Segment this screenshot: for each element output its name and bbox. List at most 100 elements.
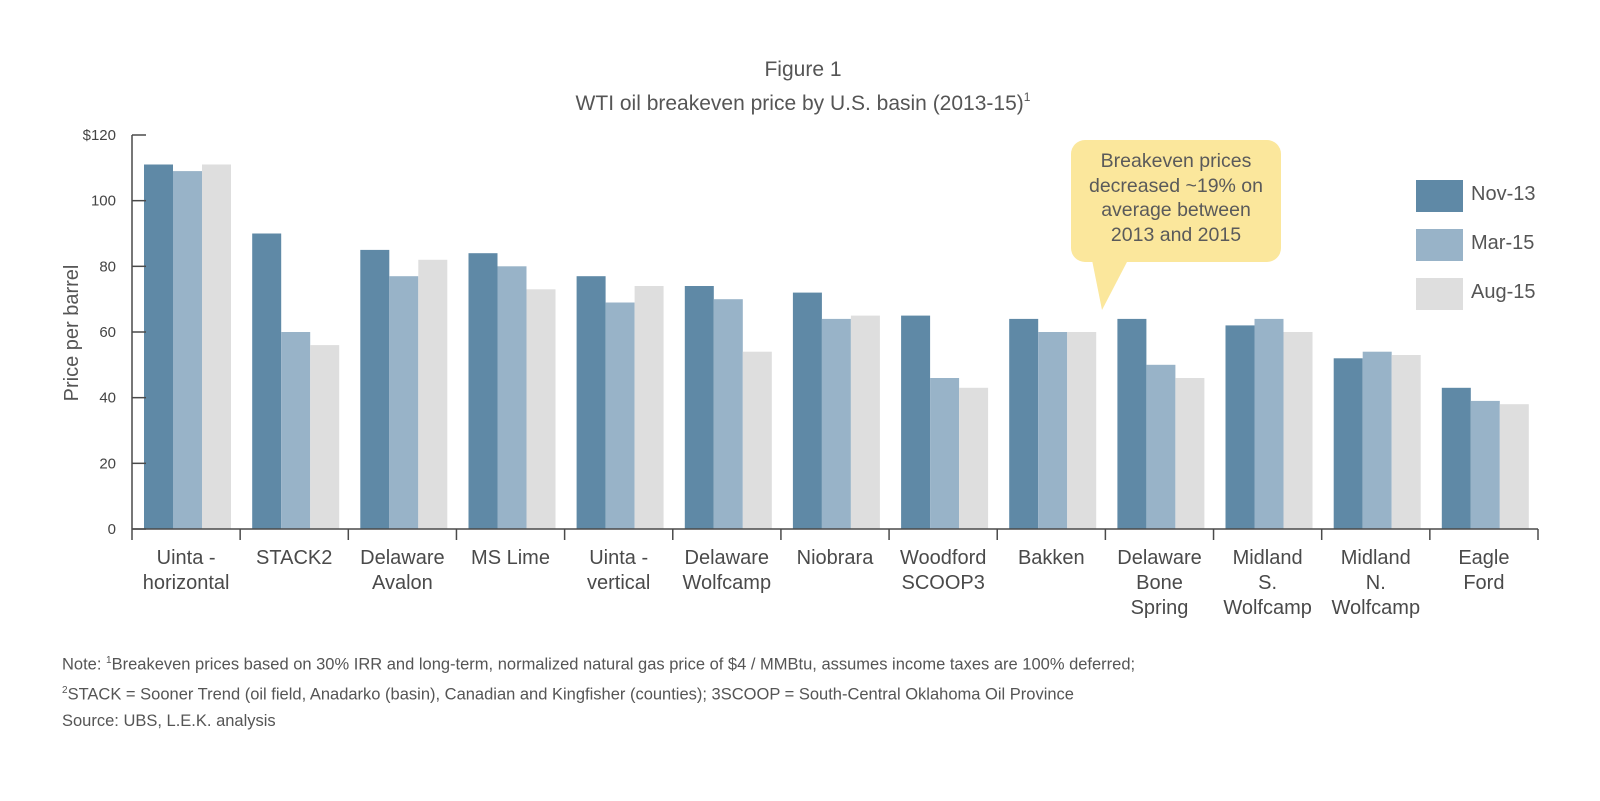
- bar-mar-15: [173, 171, 202, 529]
- chart-title: Figure 1: [764, 58, 841, 81]
- bar-mar-15: [605, 302, 635, 529]
- x-tick-label-line: Woodford: [900, 547, 986, 569]
- y-tick-label: 40: [99, 390, 116, 407]
- x-tick-label-line: Avalon: [372, 572, 433, 594]
- bar-mar-15: [497, 266, 527, 529]
- bar-aug-15: [310, 345, 340, 529]
- bar-aug-15: [1391, 355, 1421, 529]
- x-tick-label: Eagle Ford: [1458, 547, 1509, 594]
- bar-aug-15: [1067, 332, 1097, 529]
- x-tick-label-line: Delaware: [685, 547, 769, 569]
- bar-aug-15: [418, 259, 448, 529]
- bar-aug-15: [202, 164, 231, 529]
- bar-aug-15: [742, 351, 772, 529]
- annotation-text: Breakeven prices decreased ~19% on avera…: [1071, 149, 1281, 247]
- legend-label: Mar-15: [1471, 232, 1535, 254]
- legend-label: Aug-15: [1471, 281, 1536, 303]
- bar-nov-13: [901, 315, 931, 529]
- note-line-1: Note: 1Breakeven prices based on 30% IRR…: [62, 648, 1135, 678]
- bar-mar-15: [281, 332, 311, 529]
- bar-nov-13: [252, 233, 282, 529]
- annotation-line: average between: [1101, 199, 1251, 221]
- x-tick-label-line: Uinta -: [589, 547, 648, 569]
- bar-nov-13: [1009, 318, 1039, 529]
- note-superscript: 2: [62, 685, 68, 696]
- x-tick-label-line: MS Lime: [471, 547, 550, 569]
- x-tick-label: STACK2: [256, 547, 332, 569]
- x-tick-label-line: Uinta -: [157, 547, 216, 569]
- legend-swatch: [1416, 278, 1463, 310]
- annotation-line: decreased ~19% on: [1088, 174, 1263, 197]
- x-tick-label-line: Bakken: [1018, 547, 1085, 569]
- x-tick-label-line: Bone: [1136, 572, 1183, 594]
- bar-nov-13: [684, 286, 714, 529]
- x-tick-label: Uinta - vertical: [587, 547, 650, 594]
- bar-nov-13: [360, 249, 390, 529]
- x-tick-label: Bakken: [1018, 547, 1085, 569]
- bar-nov-13: [1117, 318, 1147, 529]
- x-tick-label-line: Ford: [1463, 572, 1504, 594]
- bar-mar-15: [1254, 318, 1284, 529]
- bar-nov-13: [576, 276, 606, 529]
- bar-mar-15: [1038, 332, 1068, 529]
- bar-nov-13: [1333, 358, 1363, 529]
- bar-mar-15: [930, 378, 960, 529]
- note-prefix: Note:: [62, 655, 107, 674]
- bar-mar-15: [1362, 351, 1392, 529]
- x-tick-label-line: Delaware: [360, 547, 444, 569]
- x-tick-label-line: vertical: [587, 572, 650, 594]
- x-tick-label-line: Midland: [1233, 547, 1303, 569]
- bar-aug-15: [526, 289, 556, 529]
- chart-notes: Note: 1Breakeven prices based on 30% IRR…: [62, 648, 1135, 735]
- bar-mar-15: [713, 299, 743, 529]
- note-text: Breakeven prices based on 30% IRR and lo…: [111, 655, 1136, 674]
- bar-mar-15: [1146, 364, 1176, 529]
- x-tick-label: MS Lime: [471, 547, 550, 569]
- legend-swatch: [1416, 180, 1463, 212]
- bar-aug-15: [1175, 378, 1205, 529]
- x-tick-label-line: SCOOP3: [902, 572, 985, 594]
- bar-nov-13: [1441, 387, 1471, 529]
- bar-aug-15: [1499, 404, 1529, 529]
- x-tick-label: Delaware Wolfcamp: [683, 547, 772, 594]
- x-tick-label-line: Wolfcamp: [1332, 597, 1421, 619]
- y-tick-label: 80: [99, 258, 116, 275]
- bar-nov-13: [468, 253, 498, 529]
- x-tick-label-line: Eagle: [1458, 547, 1509, 569]
- legend-label: Nov-13: [1471, 183, 1536, 205]
- y-axis-label: Price per barrel: [61, 265, 83, 402]
- note-superscript: 1: [106, 655, 112, 666]
- bar-mar-15: [1470, 400, 1500, 529]
- x-tick-label: Woodford SCOOP3: [900, 547, 986, 594]
- bar-mar-15: [389, 276, 419, 529]
- y-tick-label: 60: [99, 324, 116, 341]
- x-tick-label: Niobrara: [797, 547, 875, 569]
- x-tick-label-line: Niobrara: [797, 547, 875, 569]
- x-tick-label-line: N.: [1366, 572, 1386, 594]
- bar-aug-15: [634, 286, 664, 529]
- x-tick-label-line: Spring: [1131, 597, 1189, 619]
- y-tick-label: 0: [108, 521, 116, 538]
- chart-subtitle: WTI oil breakeven price by U.S. basin (2…: [576, 90, 1031, 115]
- chart-subtitle-superscript: 1: [1024, 90, 1031, 104]
- bar-nov-13: [792, 292, 822, 529]
- annotation-callout-pointer: [1092, 260, 1128, 310]
- y-tick-label: $120: [83, 127, 116, 144]
- bar-aug-15: [850, 315, 880, 529]
- bar-nov-13: [144, 164, 173, 529]
- x-tick-label-line: Wolfcamp: [683, 572, 772, 594]
- chart-subtitle-text: WTI oil breakeven price by U.S. basin (2…: [576, 92, 1024, 115]
- x-tick-label: Midland N. Wolfcamp: [1332, 547, 1421, 619]
- y-tick-label: 100: [91, 193, 116, 210]
- x-tick-label: Delaware Avalon: [360, 547, 444, 594]
- x-tick-label-line: Wolfcamp: [1223, 597, 1312, 619]
- x-tick-label: Midland S. Wolfcamp: [1223, 547, 1312, 619]
- bar-nov-13: [1225, 325, 1255, 529]
- x-tick-label: Uinta - horizontal: [143, 547, 230, 594]
- x-tick-label-line: S.: [1258, 572, 1277, 594]
- annotation-line: Breakeven prices: [1100, 150, 1252, 172]
- annotation-line: 2013 and 2015: [1110, 223, 1242, 246]
- x-tick-label-line: STACK2: [256, 547, 332, 569]
- x-tick-label: Delaware Bone Spring: [1117, 547, 1201, 619]
